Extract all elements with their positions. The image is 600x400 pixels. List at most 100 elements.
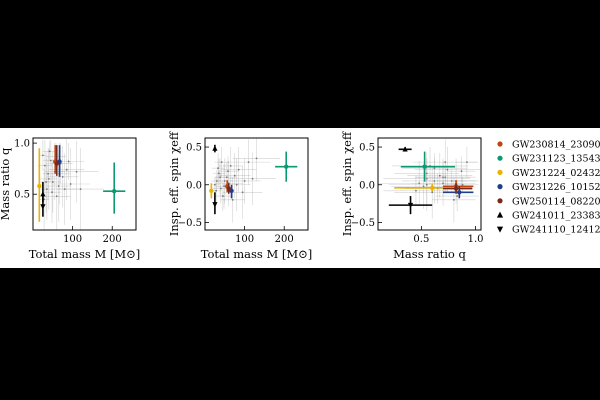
background-point xyxy=(418,182,421,185)
legend-marker xyxy=(497,169,503,175)
background-point xyxy=(43,164,46,167)
event-marker xyxy=(402,146,408,152)
background-event xyxy=(226,139,271,185)
background-point xyxy=(47,172,49,175)
background-point xyxy=(444,176,447,179)
highlighted-event xyxy=(443,186,474,199)
event-marker xyxy=(284,164,289,169)
background-point xyxy=(63,188,66,191)
background-event xyxy=(210,177,219,193)
background-event xyxy=(39,168,49,230)
y-axis-label: Insp. eff. spin χeff xyxy=(167,131,181,236)
highlighted-event xyxy=(388,196,433,215)
background-point xyxy=(415,189,417,192)
background-point xyxy=(57,185,60,187)
background-point xyxy=(237,168,240,171)
background-point xyxy=(422,185,425,188)
legend-marker xyxy=(496,211,504,218)
background-event xyxy=(456,147,478,178)
background-point xyxy=(442,182,444,185)
background-point xyxy=(431,191,434,194)
background-event xyxy=(40,148,58,210)
background-point xyxy=(229,165,232,167)
event-marker xyxy=(430,185,435,190)
event-marker xyxy=(212,145,218,151)
background-event xyxy=(228,152,277,206)
background-point xyxy=(446,168,449,171)
background-event xyxy=(46,146,79,208)
panel-3: 0.5 1.0 −0.5 0.0 0.5 Mass ratio q Insp. eff. s… xyxy=(340,131,484,261)
x-tick-label: 1.0 xyxy=(468,234,484,245)
background-event xyxy=(447,156,476,187)
background-point xyxy=(61,175,64,178)
x-axis-label: Total mass M [M⊙] xyxy=(201,247,313,261)
y-tick-label: 0.0 xyxy=(359,180,375,191)
background-event xyxy=(383,152,471,206)
highlighted-event xyxy=(212,144,218,153)
background-point xyxy=(425,172,428,175)
x-tick-label: 200 xyxy=(103,234,122,245)
background-point xyxy=(433,180,436,182)
y-tick-label: −0.5 xyxy=(351,218,375,229)
background-event xyxy=(210,169,223,193)
highlighted-event xyxy=(212,192,218,215)
event-marker xyxy=(212,202,218,208)
background-event xyxy=(218,153,251,199)
legend-label: GW241110_124123 xyxy=(512,225,600,236)
background-event xyxy=(44,151,61,213)
background-point xyxy=(215,189,217,192)
background-point xyxy=(460,170,463,173)
legend-marker xyxy=(497,184,503,190)
x-tick-label: 200 xyxy=(275,234,294,245)
legend-label: GW241011_233834 xyxy=(512,211,600,222)
background-event xyxy=(40,158,53,220)
legend-item: GW241110_124123 xyxy=(496,225,600,236)
event-marker xyxy=(453,186,459,191)
background-event xyxy=(383,175,449,206)
y-axis-label: Mass ratio q xyxy=(0,147,12,220)
event-marker xyxy=(112,188,117,194)
legend-label: GW231123_135430 xyxy=(512,154,600,165)
legend-item: GW230814_230901 xyxy=(497,140,600,151)
background-point xyxy=(223,180,226,182)
background-event xyxy=(414,147,480,193)
background-event xyxy=(39,151,53,213)
background-point xyxy=(425,177,428,180)
x-axis-label: Mass ratio q xyxy=(393,247,466,261)
background-point xyxy=(48,150,51,153)
background-event xyxy=(232,138,281,181)
background-event xyxy=(401,153,467,184)
background-point xyxy=(231,198,234,201)
legend-label: GW230814_230901 xyxy=(512,140,600,151)
background-point xyxy=(233,174,236,177)
legend-marker xyxy=(497,198,503,204)
highlighted-event xyxy=(226,183,231,194)
event-marker xyxy=(422,164,427,169)
y-tick-label: 0.0 xyxy=(186,180,202,191)
highlighted-event xyxy=(400,151,455,182)
background-point xyxy=(456,195,459,197)
event-marker xyxy=(54,161,59,166)
background-point xyxy=(51,181,54,183)
background-event xyxy=(214,158,226,197)
background-event xyxy=(43,161,61,223)
legend-label: GW250114_082203 xyxy=(512,196,600,207)
legend-marker xyxy=(497,155,503,161)
background-event xyxy=(48,139,85,201)
background-point xyxy=(51,191,53,194)
plot-frame xyxy=(32,137,137,231)
highlighted-event xyxy=(443,183,473,194)
plot-frame xyxy=(204,137,309,231)
y-tick-label: 0.5 xyxy=(186,143,202,154)
background-event xyxy=(432,177,476,223)
background-point xyxy=(217,172,220,175)
panel-2: 100 200 −0.5 0.0 0.5 Total mass M [M⊙] Insp. e… xyxy=(167,131,312,261)
background-event xyxy=(446,177,479,193)
background-event xyxy=(378,160,461,206)
background-point xyxy=(214,183,216,186)
highlighted-event xyxy=(57,145,62,177)
background-event xyxy=(394,158,460,189)
background-event xyxy=(218,147,243,185)
background-event xyxy=(50,153,79,225)
